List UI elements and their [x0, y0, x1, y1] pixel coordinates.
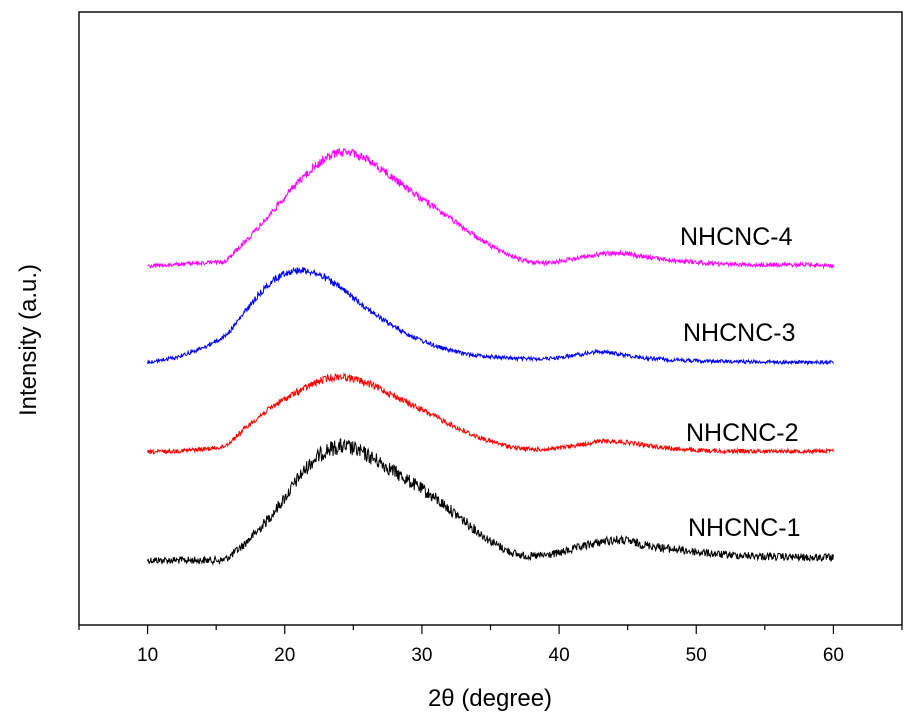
- series-label-nhcnc-1: NHCNC-1: [688, 514, 801, 542]
- x-tick-label: 60: [823, 645, 844, 666]
- x-axis-tick-labels: 10 20 30 40 50 60: [137, 645, 844, 666]
- x-axis-title: 2θ (degree): [428, 685, 552, 712]
- y-axis-title: Intensity (a.u.): [15, 264, 42, 416]
- x-tick-label: 50: [686, 645, 707, 666]
- x-tick-label: 10: [137, 645, 158, 666]
- x-tick-label: 20: [274, 645, 295, 666]
- x-tick-label: 30: [411, 645, 432, 666]
- series-label-nhcnc-4: NHCNC-4: [680, 223, 793, 251]
- series-label-nhcnc-3: NHCNC-3: [683, 319, 796, 347]
- x-tick-label: 40: [549, 645, 570, 666]
- series-lines: [147, 147, 834, 566]
- x-axis-ticks: [78, 625, 903, 634]
- series-line-nhcnc-2: [147, 372, 834, 455]
- series-labels: NHCNC-1 NHCNC-2 NHCNC-3 NHCNC-4: [680, 223, 801, 542]
- series-label-nhcnc-2: NHCNC-2: [686, 419, 799, 447]
- series-line-nhcnc-4: [147, 147, 834, 270]
- series-line-nhcnc-1: [147, 437, 834, 566]
- series-line-nhcnc-3: [147, 266, 834, 366]
